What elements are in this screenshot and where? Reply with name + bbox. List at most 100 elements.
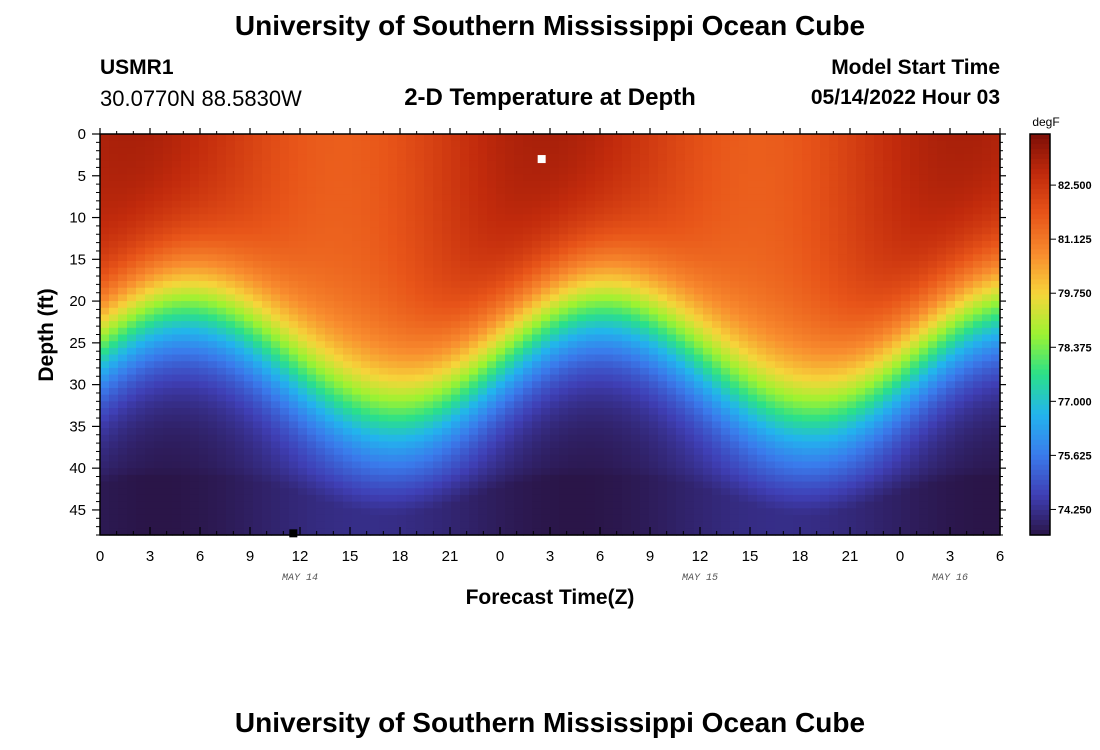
heatmap-cell [604,294,614,302]
heatmap-cell [460,301,470,309]
heatmap-cell [658,414,668,422]
heatmap-cell [721,174,731,182]
heatmap-cell [685,187,695,195]
heatmap-cell [118,461,128,469]
heatmap-cell [298,421,308,429]
heatmap-cell [388,354,398,362]
heatmap-cell [172,494,182,503]
heatmap-cell [694,341,704,349]
heatmap-cell [343,274,353,282]
heatmap-cell [523,514,533,523]
heatmap-cell [325,240,335,249]
heatmap-cell [820,468,830,476]
heatmap-cell [631,167,641,175]
heatmap-cell [325,254,335,262]
heatmap-cell [811,434,821,443]
heatmap-cell [262,307,272,316]
heatmap-cell [424,454,434,463]
heatmap-cell [802,180,812,189]
heatmap-cell [109,494,119,503]
heatmap-cell [649,187,659,195]
heatmap-cell [307,341,317,349]
heatmap-cell [532,307,542,316]
heatmap-cell [244,301,254,309]
heatmap-cell [640,361,650,369]
heatmap-cell [235,254,245,262]
heatmap-cell [262,367,272,376]
heatmap-cell [451,528,461,536]
heatmap-cell [640,160,650,169]
heatmap-cell [613,321,623,329]
heatmap-cell [847,154,857,162]
heatmap-cell [136,501,146,509]
heatmap-cell [802,421,812,429]
heatmap-cell [577,281,587,289]
heatmap-cell [703,267,713,275]
heatmap-cell [487,508,497,516]
heatmap-cell [712,434,722,443]
heatmap-cell [370,501,380,509]
heatmap-cell [604,260,614,269]
heatmap-cell [100,387,110,396]
heatmap-cell [415,327,425,336]
heatmap-cell [829,140,839,148]
heatmap-cell [775,354,785,362]
heatmap-cell [271,307,281,316]
heatmap-cell [766,321,776,329]
heatmap-cell [586,347,596,356]
heatmap-cell [100,180,110,189]
heatmap-cell [235,354,245,362]
heatmap-cell [478,234,488,242]
heatmap-cell [370,528,380,536]
heatmap-cell [172,374,182,382]
heatmap-cell [694,401,704,409]
heatmap-cell [622,207,632,215]
heatmap-cell [829,294,839,302]
heatmap-cell [784,488,794,496]
heatmap-cell [235,174,245,182]
heatmap-cell [388,267,398,275]
heatmap-cell [487,414,497,422]
heatmap-cell [424,461,434,469]
heatmap-cell [478,361,488,369]
heatmap-cell [712,294,722,302]
heatmap-cell [622,468,632,476]
heatmap-cell [550,274,560,282]
heatmap-cell [775,140,785,148]
heatmap-cell [145,474,155,483]
heatmap-cell [523,227,533,235]
heatmap-cell [514,307,524,316]
heatmap-cell [658,194,668,202]
heatmap-cell [478,474,488,483]
heatmap-cell [100,314,110,322]
heatmap-cell [172,174,182,182]
heatmap-cell [163,260,173,269]
heatmap-cell [694,207,704,215]
heatmap-cell [532,341,542,349]
heatmap-cell [613,421,623,429]
heatmap-cell [118,287,128,295]
heatmap-cell [694,441,704,449]
heatmap-cell [550,140,560,148]
heatmap-cell [352,294,362,302]
heatmap-cell [532,387,542,396]
heatmap-cell [136,347,146,356]
heatmap-cell [505,314,515,322]
heatmap-cell [793,347,803,356]
heatmap-cell [316,394,326,402]
heatmap-cell [109,307,119,316]
heatmap-cell [505,354,515,362]
heatmap-cell [118,307,128,316]
heatmap-cell [163,234,173,242]
heatmap-cell [199,494,209,503]
heatmap-cell [640,441,650,449]
heatmap-cell [586,414,596,422]
heatmap-cell [163,514,173,523]
heatmap-cell [478,180,488,189]
heatmap-cell [181,154,191,162]
heatmap-cell [397,174,407,182]
heatmap-cell [622,488,632,496]
heatmap-cell [388,374,398,382]
heatmap-cell [316,167,326,175]
heatmap-cell [298,341,308,349]
